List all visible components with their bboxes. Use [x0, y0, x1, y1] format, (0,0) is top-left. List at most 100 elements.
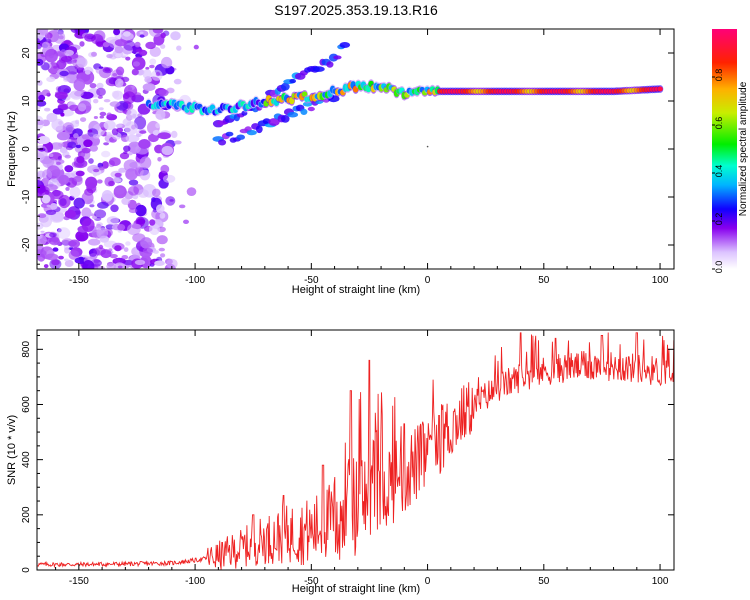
noise-speck [54, 91, 68, 100]
noise-speck [44, 184, 58, 191]
upper-branch-blob [333, 55, 342, 60]
spectrogram-marks [37, 29, 664, 269]
noise-speck [44, 107, 51, 112]
snr-frame [36, 329, 675, 571]
noise-speck [41, 169, 53, 180]
lower-branch-blob [287, 111, 299, 118]
noise-speck [46, 204, 51, 208]
noise-speck [139, 169, 151, 181]
colorbar-ticks: 0.0 0.2 0.4 0.6 0.8 [712, 69, 724, 273]
y-tick-label: 200 [21, 506, 32, 523]
noise-speck [64, 39, 71, 45]
noise-speck [100, 249, 112, 259]
noise-speck [53, 29, 59, 32]
noise-speck [112, 90, 124, 100]
noise-speck [114, 39, 128, 47]
noise-speck [41, 41, 50, 49]
noise-speck [73, 197, 85, 209]
noise-speck [59, 70, 69, 77]
snr-ylabel: SNR (10 * v/v) [6, 415, 18, 485]
noise-speck [50, 203, 58, 210]
noise-speck [91, 51, 97, 57]
noise-speck [96, 41, 103, 47]
noise-speck [82, 260, 95, 269]
noise-speck [139, 34, 145, 38]
noise-speck [149, 219, 156, 226]
noise-speck [37, 43, 42, 50]
noise-speck [96, 227, 109, 239]
noise-speck [38, 147, 46, 152]
noise-speck [103, 99, 111, 103]
x-tick-label: 0 [425, 576, 431, 587]
noise-speck [109, 157, 121, 167]
noise-speck [158, 89, 169, 97]
y-tick-label: -20 [21, 237, 32, 252]
noise-speck [99, 122, 105, 128]
noise-speck [68, 250, 80, 260]
upper-branch-blob [312, 66, 325, 72]
x-tick-label: 100 [652, 576, 669, 587]
noise-speck [135, 204, 147, 217]
x-tick-label: -150 [69, 576, 89, 587]
noise-speck [80, 117, 87, 122]
noise-speck [98, 166, 105, 171]
noise-speck [153, 250, 159, 254]
figure-title: S197.2025.353.19.13.R16 [274, 2, 438, 18]
colorbar-tick-label: 0.8 [714, 69, 724, 82]
noise-speck [58, 194, 71, 209]
noise-speck [87, 129, 93, 133]
spectrogram-xlabel: Height of straight line (km) [292, 284, 420, 296]
noise-speck [59, 147, 68, 154]
upper-branch-blob [280, 82, 290, 91]
noise-speck [58, 121, 63, 125]
noise-speck [149, 223, 160, 235]
noise-speck [114, 245, 122, 252]
noise-speck [78, 256, 84, 260]
noise-speck [46, 112, 58, 123]
noise-speck [112, 73, 118, 77]
noise-speck [103, 142, 109, 146]
lower-branch-blob [307, 106, 315, 112]
colorbar-tick-label: 0.2 [714, 213, 724, 226]
noise-speck [37, 145, 48, 160]
noise-speck [165, 196, 176, 206]
noise-speck [75, 119, 80, 124]
noise-speck [160, 164, 170, 174]
noise-speck [41, 89, 51, 96]
noise-speck [98, 107, 104, 111]
noise-speck [145, 41, 156, 50]
noise-speck [145, 66, 150, 70]
noise-speck [134, 259, 146, 265]
colorbar-label: Normalized spectral amplitude [738, 81, 749, 216]
noise-speck [88, 158, 94, 164]
noise-speck [133, 92, 142, 97]
noise-speck [37, 38, 40, 43]
noise-speck [98, 266, 105, 269]
noise-speck [98, 66, 104, 69]
noise-speck [85, 176, 98, 189]
noise-speck [106, 132, 112, 136]
y-tick-label: 0 [21, 146, 32, 152]
noise-speck [40, 230, 45, 233]
noise-speck [75, 144, 81, 149]
noise-speck [125, 241, 131, 246]
y-tick-label: 10 [21, 95, 32, 107]
noise-speck [128, 179, 139, 186]
noise-speck [183, 219, 189, 224]
noise-speck [106, 54, 113, 59]
noise-speck [37, 80, 43, 86]
noise-speck [173, 78, 182, 85]
noise-speck [70, 29, 83, 34]
noise-speck [142, 247, 153, 254]
noise-speck [73, 78, 86, 91]
noise-speck [99, 115, 105, 119]
noise-speck [109, 101, 121, 107]
noise-speck [123, 259, 134, 266]
noise-speck [92, 216, 97, 220]
colorbar-tick-label: 0.6 [714, 117, 724, 130]
noise-speck [89, 204, 95, 208]
noise-speck [64, 259, 74, 267]
lower-branch-blob [281, 115, 290, 123]
noise-speck [96, 87, 106, 97]
lower-branch-blob [300, 108, 308, 115]
